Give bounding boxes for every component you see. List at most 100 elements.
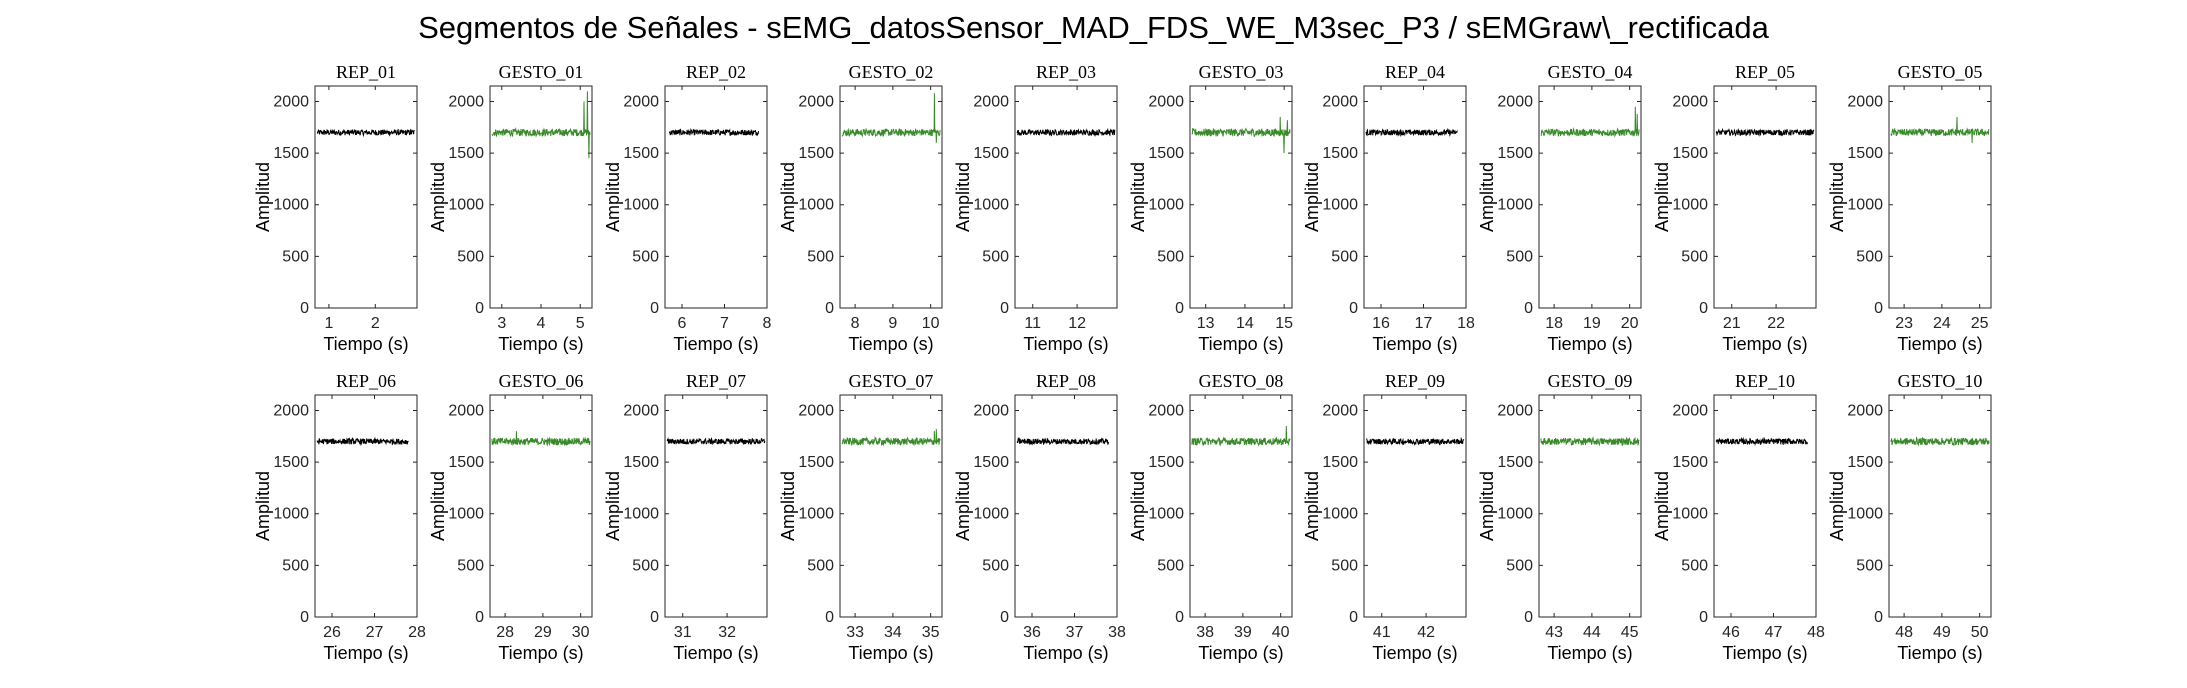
y-tick-label: 0 — [1699, 300, 1708, 317]
x-axis-label: Tiempo (s) — [1722, 334, 1807, 354]
y-tick-label: 1500 — [798, 145, 834, 162]
signal-line — [316, 128, 415, 138]
subplot-gesto-10: GESTO_10 0 500 1000 1500 2000 48 49 50 Tiempo (s)… — [1827, 371, 1992, 663]
x-axis-label: Tiempo (s) — [1547, 643, 1632, 663]
y-tick-label: 0 — [300, 609, 309, 626]
x-tick-label: 17 — [1415, 315, 1433, 332]
x-axis-label: Tiempo (s) — [498, 643, 583, 663]
y-tick-label: 2000 — [273, 93, 309, 110]
x-tick-label: 34 — [884, 624, 902, 641]
subplot-title: REP_05 — [1735, 62, 1795, 82]
x-tick-label: 24 — [1933, 315, 1951, 332]
subplot-rep-01: REP_01 0 500 1000 1500 2000 1 2 Tiempo (s) Amplit… — [253, 62, 418, 354]
y-tick-label: 0 — [1175, 609, 1184, 626]
y-tick-label: 0 — [825, 300, 834, 317]
axes-box — [1538, 394, 1642, 618]
y-tick-label: 0 — [1874, 609, 1883, 626]
y-axis-label: Amplitud — [1302, 471, 1322, 541]
subplot-rep-03: REP_03 0 500 1000 1500 2000 11 12 Tiempo (s) Ampl… — [953, 62, 1118, 354]
x-tick-label: 23 — [1895, 315, 1913, 332]
y-tick-label: 1000 — [448, 506, 484, 523]
y-tick-label: 1500 — [448, 454, 484, 471]
y-tick-label: 1500 — [1497, 454, 1533, 471]
x-tick-label: 33 — [846, 624, 864, 641]
y-tick-label: 1000 — [273, 197, 309, 214]
axes-box — [1189, 85, 1293, 309]
signal-line — [1016, 436, 1109, 446]
y-tick-label: 1500 — [1148, 454, 1184, 471]
subplot-title: GESTO_03 — [1199, 62, 1284, 82]
x-tick-label: 8 — [763, 315, 772, 332]
axes-box — [664, 394, 768, 618]
y-axis-label: Amplitud — [778, 162, 798, 232]
x-axis-label: Tiempo (s) — [1547, 334, 1632, 354]
signal-line — [1890, 436, 1990, 447]
y-tick-label: 1500 — [1672, 454, 1708, 471]
x-tick-label: 20 — [1621, 315, 1639, 332]
y-tick-label: 500 — [807, 557, 834, 574]
x-tick-label: 7 — [720, 315, 729, 332]
signal-line — [1016, 127, 1116, 138]
x-tick-label: 38 — [1108, 624, 1126, 641]
y-axis-label: Amplitud — [1302, 162, 1322, 232]
x-axis-label: Tiempo (s) — [1372, 334, 1457, 354]
y-tick-label: 500 — [632, 248, 659, 265]
signal-line — [668, 127, 759, 137]
y-tick-label: 1000 — [798, 506, 834, 523]
y-tick-label: 500 — [1506, 248, 1533, 265]
y-tick-label: 1000 — [1847, 197, 1883, 214]
subplot-title: REP_03 — [1036, 62, 1096, 82]
signal-line — [1890, 116, 1990, 143]
y-tick-label: 1500 — [1497, 145, 1533, 162]
y-axis-label: Amplitud — [953, 471, 973, 541]
x-axis-label: Tiempo (s) — [1372, 643, 1457, 663]
y-tick-label: 2000 — [798, 402, 834, 419]
y-tick-label: 0 — [1349, 300, 1358, 317]
y-axis-label: Amplitud — [1128, 162, 1148, 232]
x-tick-label: 31 — [674, 624, 692, 641]
x-tick-label: 2 — [371, 315, 380, 332]
y-tick-label: 1000 — [273, 506, 309, 523]
x-tick-label: 30 — [572, 624, 590, 641]
y-tick-label: 500 — [632, 557, 659, 574]
x-axis-label: Tiempo (s) — [323, 334, 408, 354]
x-axis-label: Tiempo (s) — [323, 643, 408, 663]
y-tick-label: 2000 — [1148, 93, 1184, 110]
x-tick-label: 46 — [1722, 624, 1740, 641]
x-tick-label: 44 — [1583, 624, 1601, 641]
y-tick-label: 1500 — [973, 145, 1009, 162]
y-tick-label: 1000 — [973, 197, 1009, 214]
y-axis-label: Amplitud — [1477, 162, 1497, 232]
y-tick-label: 500 — [807, 248, 834, 265]
x-tick-label: 26 — [323, 624, 341, 641]
y-tick-label: 0 — [1349, 609, 1358, 626]
axes-box — [1014, 394, 1118, 618]
y-axis-label: Amplitud — [253, 471, 273, 541]
y-tick-label: 1500 — [273, 145, 309, 162]
y-tick-label: 1500 — [973, 454, 1009, 471]
x-tick-label: 4 — [537, 315, 546, 332]
signal-line — [1365, 127, 1458, 138]
x-axis-label: Tiempo (s) — [1023, 334, 1108, 354]
y-tick-label: 1000 — [973, 506, 1009, 523]
y-tick-label: 500 — [1856, 557, 1883, 574]
y-tick-label: 2000 — [1847, 93, 1883, 110]
y-tick-label: 2000 — [623, 93, 659, 110]
subplot-rep-09: REP_09 0 500 1000 1500 2000 41 42 Tiempo (s) Ampl… — [1302, 371, 1467, 663]
subplot-title: GESTO_02 — [849, 62, 934, 82]
y-tick-label: 0 — [1175, 300, 1184, 317]
axes-box — [1363, 85, 1467, 309]
y-axis-label: Amplitud — [603, 471, 623, 541]
y-tick-label: 1000 — [623, 506, 659, 523]
y-tick-label: 0 — [825, 609, 834, 626]
x-tick-label: 8 — [851, 315, 860, 332]
axes-box — [489, 394, 593, 618]
y-tick-label: 500 — [1157, 248, 1184, 265]
y-tick-label: 1000 — [1148, 506, 1184, 523]
y-tick-label: 1500 — [623, 145, 659, 162]
x-tick-label: 18 — [1457, 315, 1475, 332]
y-tick-label: 500 — [1506, 557, 1533, 574]
x-tick-label: 49 — [1933, 624, 1951, 641]
y-tick-label: 1500 — [798, 454, 834, 471]
